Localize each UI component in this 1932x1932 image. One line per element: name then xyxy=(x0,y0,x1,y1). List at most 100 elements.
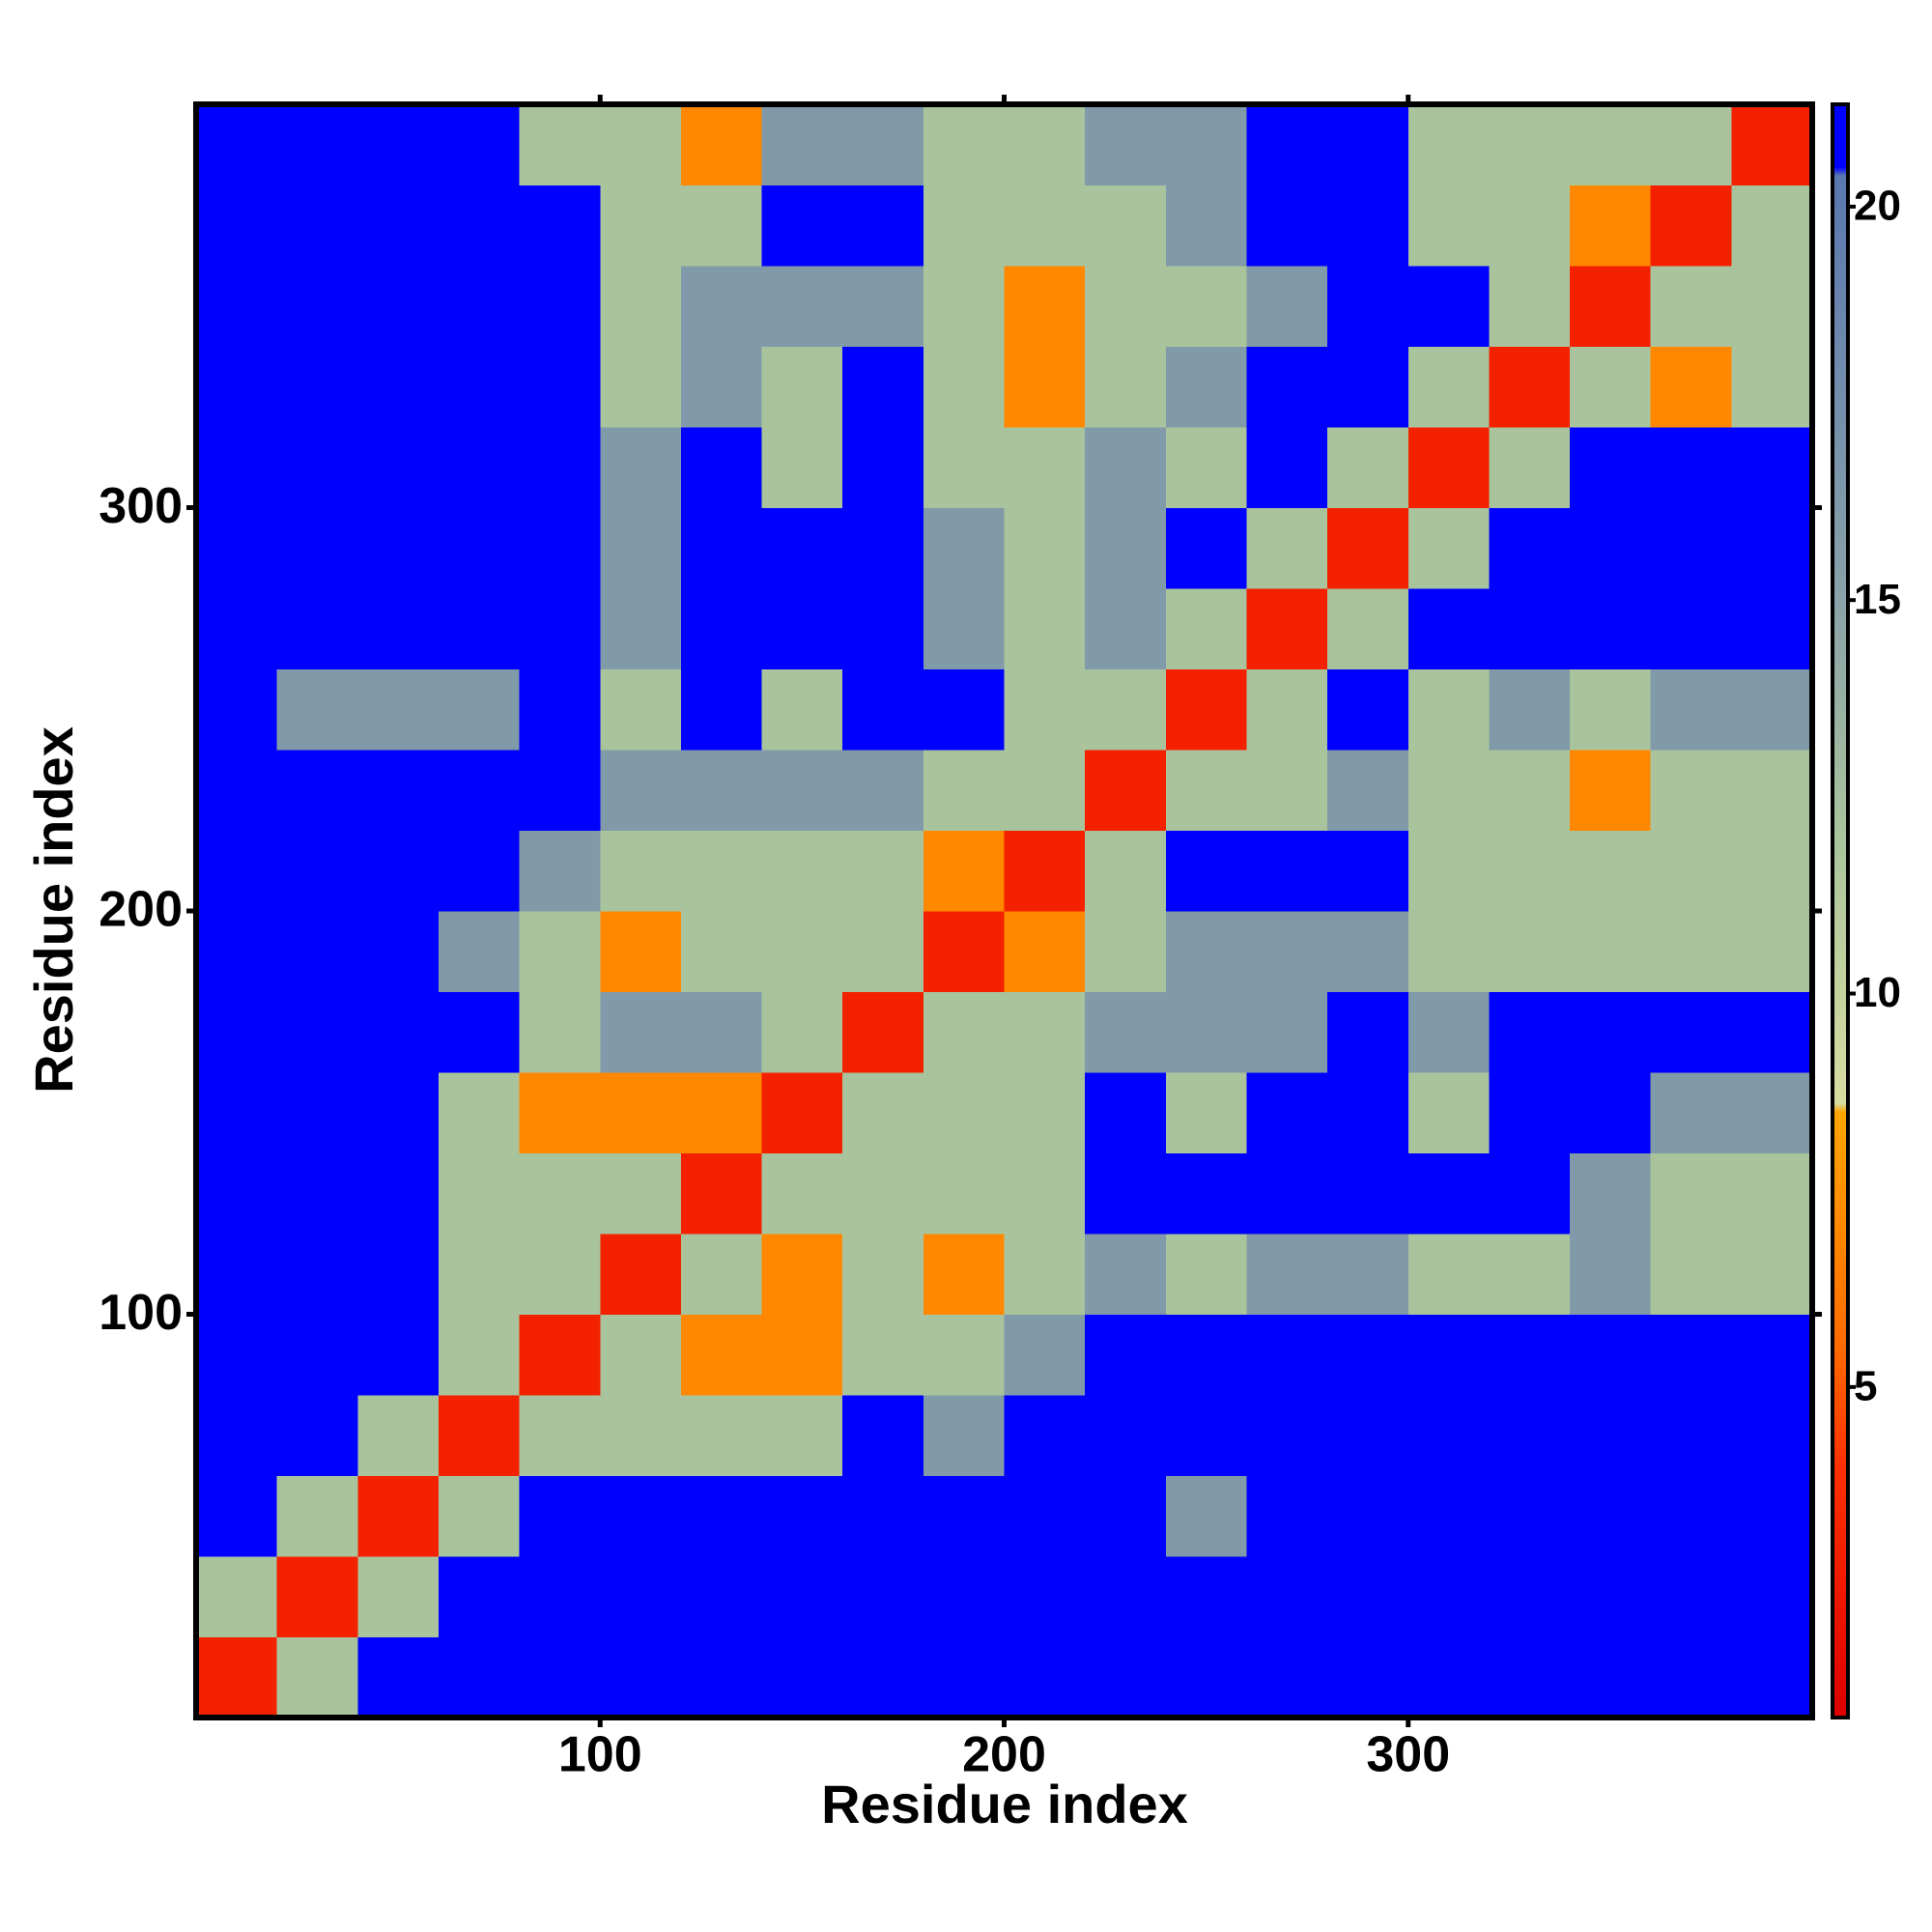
heatmap-cell xyxy=(1489,346,1571,428)
heatmap-cell xyxy=(1407,750,1490,832)
heatmap-cell xyxy=(1085,1636,1167,1719)
heatmap-cell xyxy=(438,830,521,912)
heatmap-cell xyxy=(1407,507,1490,589)
heatmap-cell xyxy=(1407,668,1490,751)
heatmap-cell xyxy=(1327,588,1409,670)
colorbar-tick-label: 5 xyxy=(1854,1362,1877,1409)
heatmap-cell xyxy=(1165,911,1248,993)
heatmap-cell xyxy=(680,1152,763,1235)
heatmap-cell xyxy=(680,830,763,912)
heatmap-cell xyxy=(1650,266,1732,348)
heatmap-cell xyxy=(923,266,1006,348)
heatmap-cell xyxy=(519,1314,601,1396)
heatmap-cell xyxy=(600,346,682,428)
heatmap-cell xyxy=(600,1072,682,1154)
heatmap-cell xyxy=(1327,1475,1409,1557)
heatmap-cell xyxy=(357,1314,440,1396)
heatmap-cell xyxy=(1085,911,1167,993)
heatmap-cell xyxy=(1731,346,1813,428)
heatmap-cell xyxy=(196,830,278,912)
heatmap-cell xyxy=(1004,427,1086,509)
heatmap-cell xyxy=(923,830,1006,912)
heatmap-cell xyxy=(680,346,763,428)
heatmap-cell xyxy=(1650,1314,1732,1396)
heatmap-cell xyxy=(196,185,278,267)
heatmap-cell xyxy=(1650,1636,1732,1719)
heatmap-cell xyxy=(1085,830,1167,912)
heatmap-cell xyxy=(923,991,1006,1073)
heatmap-cell xyxy=(1246,1152,1328,1235)
heatmap-cell xyxy=(357,1072,440,1154)
heatmap-cell xyxy=(923,1314,1006,1396)
heatmap-cell xyxy=(1407,1072,1490,1154)
heatmap-cell xyxy=(1327,991,1409,1073)
heatmap-cell xyxy=(761,588,843,670)
heatmap-cell xyxy=(1004,1475,1086,1557)
heatmap-cell xyxy=(276,104,358,186)
heatmap-cell xyxy=(519,185,601,267)
heatmap-cell xyxy=(600,1556,682,1638)
heatmap-cell xyxy=(1165,1072,1248,1154)
colorbar-segment xyxy=(1833,600,1848,838)
heatmap-cell xyxy=(1570,346,1652,428)
heatmap-cell xyxy=(923,588,1006,670)
heatmap-cell xyxy=(357,1395,440,1477)
heatmap-cell xyxy=(196,1314,278,1396)
heatmap-cell xyxy=(438,750,521,832)
heatmap-cell xyxy=(357,668,440,751)
heatmap-cell xyxy=(1004,104,1086,186)
axes: 100 200 300 100 200 300 xyxy=(99,95,1822,1783)
heatmap-cell xyxy=(761,830,843,912)
heatmap-cell xyxy=(1650,185,1732,267)
heatmap-cell xyxy=(1489,911,1571,993)
heatmap-cell xyxy=(196,991,278,1073)
heatmap-cell xyxy=(357,427,440,509)
heatmap-cell xyxy=(600,1234,682,1316)
heatmap-cell xyxy=(1085,588,1167,670)
colorbar-frame xyxy=(1831,102,1850,1719)
heatmap-cell xyxy=(438,1475,521,1557)
heatmap-cell xyxy=(1731,427,1813,509)
heatmap-cell xyxy=(1489,1152,1571,1235)
heatmap-cell xyxy=(1489,1234,1571,1316)
heatmap-cell xyxy=(1165,1152,1248,1235)
heatmap-cell xyxy=(276,507,358,589)
heatmap-cell xyxy=(1570,427,1652,509)
heatmap-cell xyxy=(1085,346,1167,428)
heatmap-cell xyxy=(1165,1475,1248,1557)
heatmap-cell xyxy=(276,911,358,993)
heatmap-cell xyxy=(1327,830,1409,912)
heatmap-cell xyxy=(1246,346,1328,428)
heatmap-cell xyxy=(842,507,924,589)
heatmap-cell xyxy=(1570,1475,1652,1557)
heatmap-cell xyxy=(519,911,601,993)
heatmap-cell xyxy=(519,830,601,912)
heatmap-cell xyxy=(1570,588,1652,670)
heatmap-cell xyxy=(1570,991,1652,1073)
heatmap-cell xyxy=(1004,266,1086,348)
heatmap-cell xyxy=(519,668,601,751)
heatmap-cell xyxy=(1085,1234,1167,1316)
heatmap-cell xyxy=(519,1475,601,1557)
heatmap-cell xyxy=(519,104,601,186)
heatmap-cell xyxy=(1004,1314,1086,1396)
heatmap-cell xyxy=(196,1234,278,1316)
heatmap-cell xyxy=(276,588,358,670)
heatmap-cell xyxy=(1085,104,1167,186)
heatmap-cell xyxy=(1489,1556,1571,1638)
heatmap-cell xyxy=(923,911,1006,993)
colorbar-tick-label: 20 xyxy=(1854,183,1901,230)
heatmap-cell xyxy=(276,750,358,832)
heatmap-cell xyxy=(1489,588,1571,670)
heatmap-cell xyxy=(680,1395,763,1477)
x-tick-label: 100 xyxy=(558,1727,642,1783)
heatmap-cell xyxy=(1004,830,1086,912)
heatmap-cell xyxy=(1327,427,1409,509)
heatmap-cell xyxy=(1407,911,1490,993)
heatmap-cell xyxy=(196,668,278,751)
y-axis-title: Residue index xyxy=(23,726,84,1094)
heatmap-cell xyxy=(1731,1395,1813,1477)
heatmap-cell xyxy=(1085,1475,1167,1557)
heatmap-cell xyxy=(761,104,843,186)
